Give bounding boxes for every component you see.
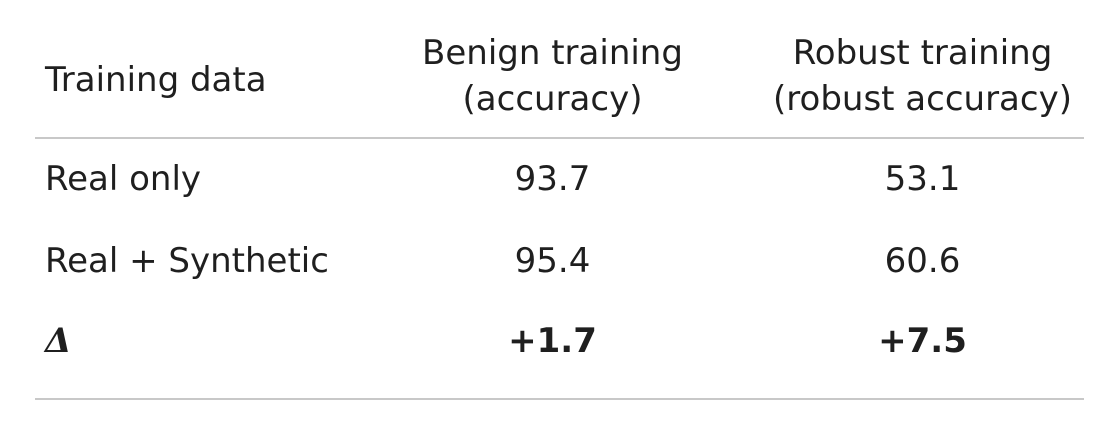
header-divider <box>35 137 1084 139</box>
row-label-delta: Δ <box>45 321 72 361</box>
header-benign-training: Benign training <box>422 33 683 73</box>
row-value-robust-delta: +7.5 <box>878 321 967 361</box>
row-value-robust-real-synthetic: 60.6 <box>884 241 961 281</box>
row-label-real-only: Real only <box>45 159 202 199</box>
row-value-robust-real-only: 53.1 <box>884 159 961 199</box>
header-benign-subtitle: (accuracy) <box>462 79 643 119</box>
row-value-benign-real-only: 93.7 <box>514 159 591 199</box>
header-robust-training: Robust training <box>792 33 1053 73</box>
row-value-benign-delta: +1.7 <box>508 321 597 361</box>
header-robust-subtitle: (robust accuracy) <box>773 79 1072 119</box>
results-table: Training data Benign training (accuracy)… <box>35 0 1084 430</box>
bottom-divider <box>35 398 1084 400</box>
row-label-real-synthetic: Real + Synthetic <box>45 241 329 281</box>
header-training-data: Training data <box>45 60 267 100</box>
row-value-benign-real-synthetic: 95.4 <box>514 241 591 281</box>
